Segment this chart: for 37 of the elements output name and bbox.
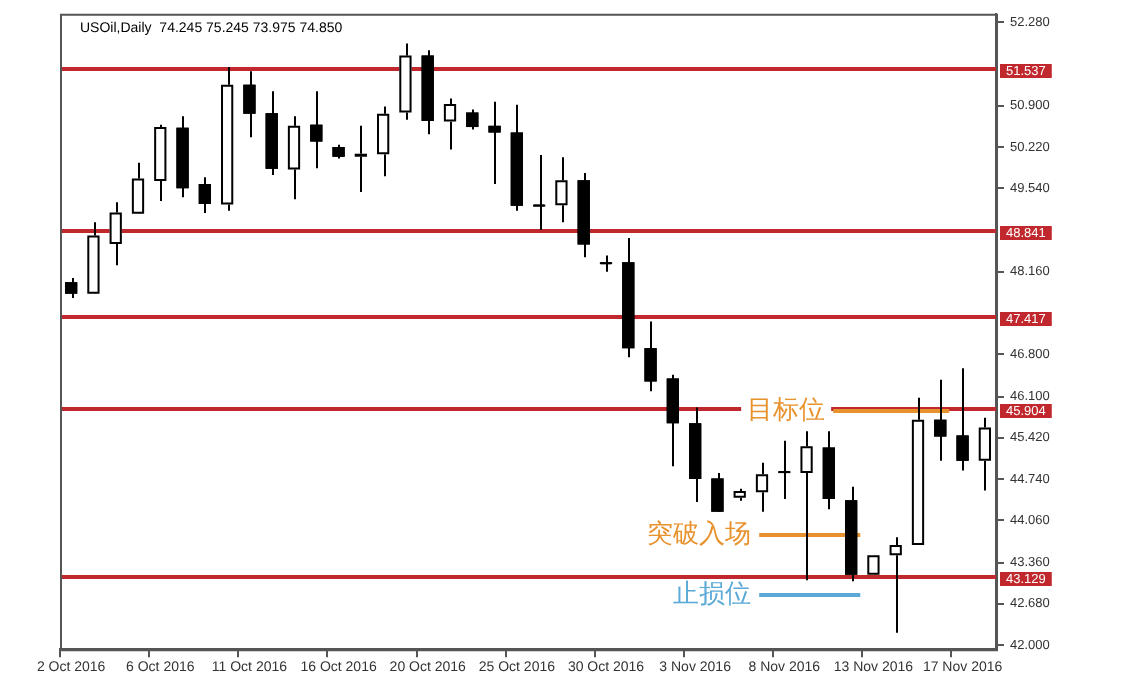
candlestick [555, 156, 568, 224]
candlestick [287, 115, 301, 201]
candlestick [466, 108, 479, 131]
candlestick [934, 378, 947, 462]
candlestick [577, 172, 590, 259]
candlestick [265, 90, 278, 176]
candlestick [87, 221, 100, 295]
candlestick [221, 66, 234, 212]
candlestick [154, 123, 167, 202]
candlestick [622, 236, 635, 359]
candlestick [711, 471, 724, 513]
candlestick [65, 276, 78, 299]
candlestick [131, 161, 145, 215]
candlestick [778, 439, 791, 500]
candlestick [354, 124, 367, 193]
ref-line-label: 止损位 [673, 578, 752, 609]
candlestick [599, 254, 613, 273]
candlestick [533, 153, 546, 232]
candlestick [755, 461, 769, 513]
ref-line-label: 突破入场 [647, 518, 752, 549]
candlestick [421, 49, 434, 136]
candlestick [644, 320, 657, 393]
candlestick [800, 430, 813, 582]
candlestick [978, 416, 991, 492]
candlestick [399, 42, 412, 121]
ref-line-label: 目标位 [747, 394, 826, 425]
candlestick [310, 90, 323, 170]
candlestick [911, 396, 925, 547]
candlestick [443, 97, 457, 151]
candlestick [488, 100, 501, 186]
candlestick [956, 367, 969, 472]
candlestick [889, 536, 902, 634]
candlestick [109, 201, 122, 267]
candlestick [243, 70, 256, 139]
candlestick [666, 373, 679, 468]
candlestick [867, 554, 880, 576]
candlestick [377, 105, 390, 178]
